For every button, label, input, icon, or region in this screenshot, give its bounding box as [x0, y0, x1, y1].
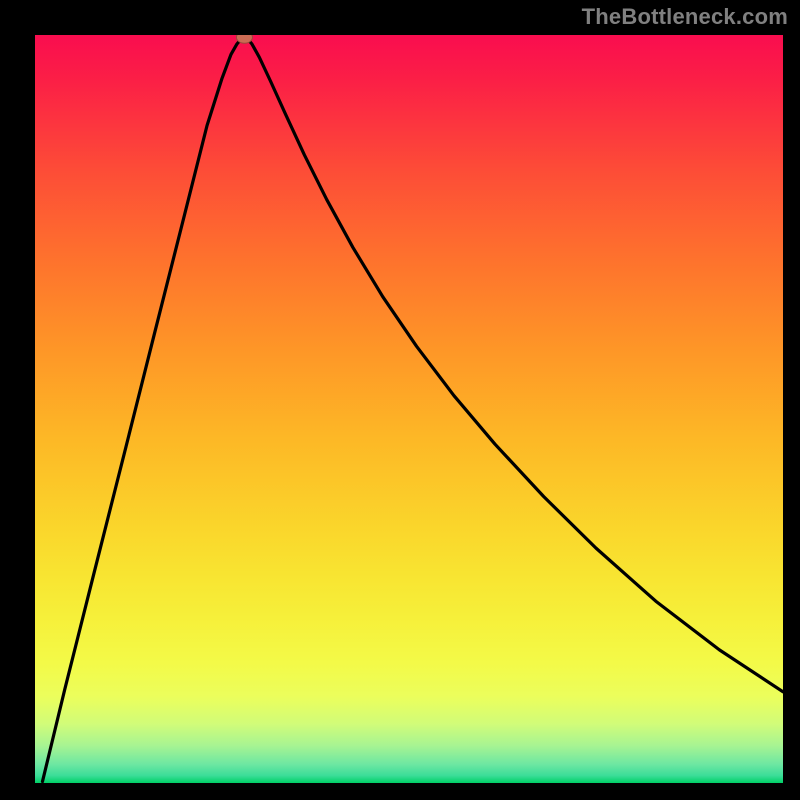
optimum-marker	[236, 35, 252, 43]
gradient-background	[35, 35, 783, 783]
watermark-text: TheBottleneck.com	[582, 4, 788, 30]
chart-container: TheBottleneck.com	[0, 0, 800, 800]
plot-area	[35, 35, 783, 783]
chart-svg	[35, 35, 783, 783]
